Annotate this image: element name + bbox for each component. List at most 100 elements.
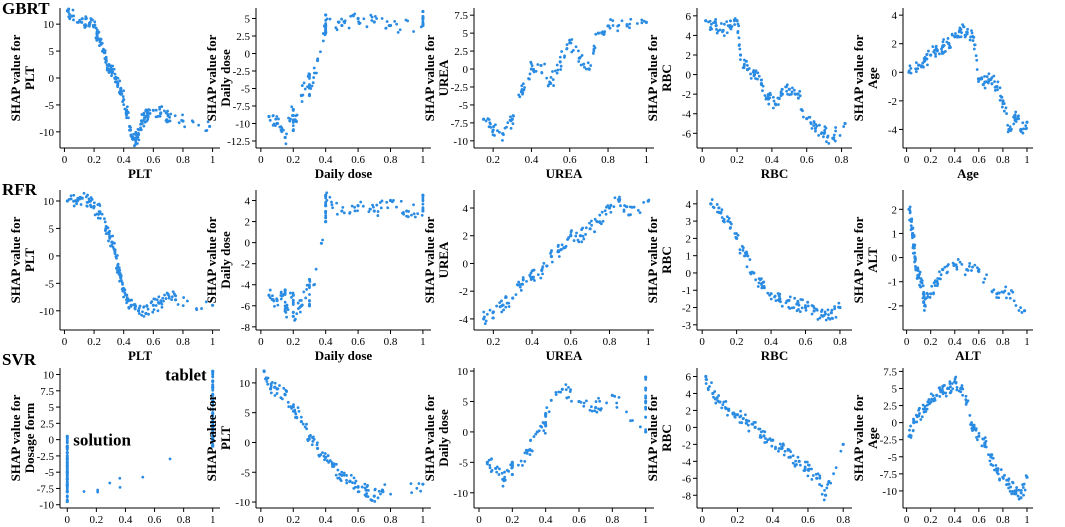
data-point — [745, 63, 749, 67]
data-point — [495, 465, 499, 469]
data-point — [806, 300, 810, 304]
data-point — [748, 258, 752, 261]
y-tick-label: -4 — [241, 280, 251, 292]
x-tick-label: 0.8 — [176, 154, 190, 166]
data-point — [529, 62, 533, 65]
data-point — [325, 199, 329, 202]
data-point — [371, 203, 374, 207]
data-point — [283, 300, 287, 304]
data-point — [938, 395, 942, 398]
data-point — [974, 54, 978, 58]
x-tick-label: 0.2 — [731, 514, 745, 526]
data-point — [580, 240, 584, 244]
data-point — [958, 26, 962, 30]
data-point — [990, 82, 994, 85]
data-point — [718, 28, 722, 32]
data-point — [197, 123, 201, 127]
y-axis-label-line1: SHAP value for — [851, 34, 866, 121]
data-point — [276, 303, 280, 307]
data-point — [295, 312, 299, 316]
x-tick-label: 1 — [1024, 336, 1030, 348]
data-point — [709, 25, 713, 29]
data-point — [421, 23, 425, 26]
data-point — [996, 472, 1000, 476]
data-point — [345, 478, 348, 482]
data-point — [292, 128, 295, 131]
y-tick-label: -2 — [241, 259, 250, 271]
data-point — [560, 387, 564, 391]
data-point — [962, 25, 965, 28]
data-point — [955, 265, 959, 269]
data-point — [975, 266, 979, 270]
data-point — [372, 494, 376, 498]
data-point — [770, 444, 774, 448]
data-point — [118, 485, 122, 489]
data-point — [320, 241, 324, 245]
y-axis-label-line1: SHAP value for — [204, 216, 219, 303]
data-point — [607, 24, 611, 28]
data-point — [706, 388, 710, 392]
subplot-2-4: 00.20.40.60.81-10-7.5-5-2.502.557.5AgeSH… — [851, 366, 1033, 527]
x-tick-label: 0.2 — [87, 336, 101, 348]
x-tick-label: 0 — [258, 154, 264, 166]
data-point — [1017, 309, 1021, 312]
data-point — [276, 122, 280, 125]
data-point — [588, 408, 592, 412]
data-point — [736, 31, 740, 35]
data-point — [83, 23, 86, 27]
data-point — [776, 103, 780, 106]
x-tick-label: 0.6 — [972, 154, 986, 166]
data-point — [309, 87, 313, 90]
y-axis-label-line2: RBC — [659, 246, 674, 273]
data-point — [211, 400, 215, 404]
data-point — [146, 307, 150, 311]
data-point — [558, 60, 562, 64]
data-point — [359, 200, 363, 204]
y-tick-label: 2 — [686, 233, 692, 245]
data-point — [941, 267, 944, 271]
data-point — [943, 265, 947, 269]
data-point — [195, 307, 198, 310]
data-point — [118, 476, 122, 480]
y-tick-label: -5 — [45, 100, 55, 112]
data-point — [211, 403, 215, 406]
y-tick-label: 0 — [49, 435, 55, 447]
data-point — [976, 438, 979, 442]
data-point — [977, 432, 981, 435]
data-point — [97, 30, 101, 34]
data-point — [324, 194, 328, 198]
data-point — [833, 307, 837, 311]
data-point — [481, 117, 486, 121]
data-point — [593, 409, 597, 413]
y-axis-label-line2: PLT — [218, 426, 233, 450]
data-point — [971, 265, 974, 269]
data-point — [170, 295, 174, 299]
data-point — [592, 49, 596, 53]
data-point — [580, 228, 583, 231]
y-axis-label: SHAP value forRBC — [645, 34, 674, 121]
data-point — [79, 203, 83, 206]
data-point — [1012, 122, 1016, 126]
data-point — [804, 308, 808, 312]
data-point — [757, 427, 761, 431]
y-tick-label: 0 — [686, 268, 692, 280]
x-tick-label: 0 — [699, 154, 705, 166]
data-point — [284, 310, 288, 314]
data-point — [966, 27, 969, 31]
data-point — [93, 23, 97, 27]
y-axis-label-line1: SHAP value for — [851, 394, 866, 481]
y-tick-label: -5 — [45, 467, 55, 479]
data-point — [983, 444, 987, 448]
y-tick-label: 5 — [49, 402, 55, 414]
y-axis-label-line1: SHAP value for — [204, 34, 219, 121]
y-tick-label: 10 — [43, 19, 55, 31]
x-tick-label: 0.6 — [351, 154, 365, 166]
data-point — [1009, 485, 1013, 489]
data-point — [380, 17, 384, 20]
y-axis-label-line2: UREA — [436, 59, 451, 96]
data-point — [803, 465, 807, 469]
y-tick-label: -7.5 — [880, 469, 898, 481]
data-point — [378, 201, 382, 204]
data-point — [117, 266, 121, 270]
data-point — [522, 88, 526, 92]
